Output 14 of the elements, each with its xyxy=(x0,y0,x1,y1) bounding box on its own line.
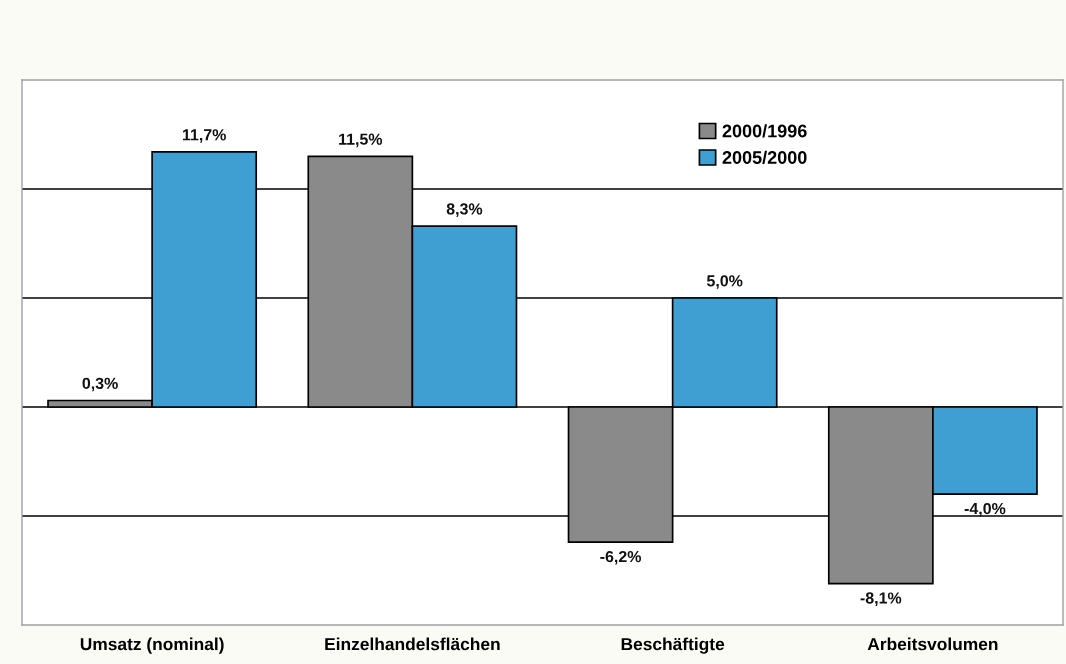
data-label: 11,5% xyxy=(339,133,383,148)
legend-label: 2005/2000 xyxy=(722,150,807,165)
x-tick-label: Beschäftigte xyxy=(621,637,725,654)
x-tick-label: Arbeitsvolumen xyxy=(867,637,998,651)
legend-label: 2000/1996 xyxy=(722,124,807,138)
x-tick-label: Einzelhandelsflächen xyxy=(325,637,500,651)
data-label: 5,0% xyxy=(706,275,743,289)
data-label: -8,1% xyxy=(860,592,902,606)
data-label: -4,0% xyxy=(964,502,1006,517)
data-label: 0,3% xyxy=(82,377,118,392)
x-tick-label: Umsatz (nominal) xyxy=(80,637,224,654)
data-label: 11,7% xyxy=(182,129,226,143)
data-label: 8,3% xyxy=(446,203,483,217)
data-label: -6,2% xyxy=(600,550,642,565)
